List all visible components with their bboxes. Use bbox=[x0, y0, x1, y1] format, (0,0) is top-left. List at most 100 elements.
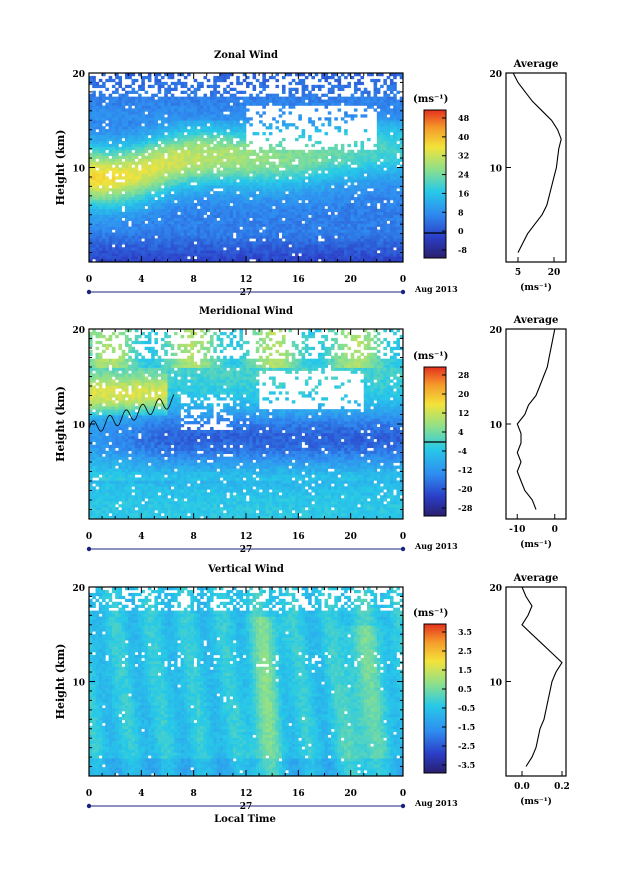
heatmap-cell bbox=[386, 256, 391, 260]
heatmap-cell bbox=[272, 247, 276, 251]
heatmap-cell bbox=[183, 205, 188, 210]
heatmap-cell bbox=[399, 235, 404, 239]
heatmap-cell bbox=[147, 105, 152, 109]
heatmap-cell bbox=[373, 152, 378, 156]
heatmap-cell bbox=[98, 123, 103, 127]
heatmap-cell bbox=[347, 179, 351, 183]
heatmap-cell bbox=[376, 102, 381, 106]
heatmap-cell bbox=[304, 197, 309, 201]
heatmap-cell bbox=[383, 81, 387, 86]
heatmap-cell bbox=[223, 164, 227, 168]
heatmap-cell bbox=[121, 214, 126, 218]
heatmap-cell bbox=[259, 179, 263, 183]
heatmap-cell bbox=[327, 167, 332, 171]
heatmap-cell bbox=[226, 114, 230, 118]
heatmap-cell bbox=[131, 126, 136, 130]
heatmap-cell bbox=[291, 208, 296, 213]
heatmap-cell bbox=[317, 129, 322, 133]
heatmap-cell bbox=[219, 208, 224, 213]
heatmap-cell bbox=[331, 149, 335, 154]
heatmap-cell bbox=[255, 220, 260, 224]
heatmap-cell bbox=[160, 202, 165, 207]
heatmap-cell bbox=[367, 199, 371, 204]
heatmap-cell bbox=[190, 235, 194, 239]
heatmap-cell bbox=[252, 99, 257, 103]
heatmap-cell bbox=[138, 129, 142, 133]
heatmap-cell bbox=[386, 87, 391, 92]
heatmap-cell bbox=[124, 235, 129, 239]
heatmap-cell bbox=[138, 232, 142, 236]
heatmap-cell bbox=[223, 223, 227, 227]
heatmap-cell bbox=[105, 143, 109, 148]
heatmap-cell bbox=[190, 253, 194, 257]
heatmap-cell bbox=[314, 226, 319, 230]
heatmap-cell bbox=[151, 99, 155, 103]
heatmap-cell bbox=[301, 208, 306, 213]
heatmap-cell bbox=[304, 143, 309, 148]
heatmap-cell bbox=[174, 99, 178, 103]
heatmap-cell bbox=[200, 250, 204, 254]
heatmap-cell bbox=[164, 111, 168, 115]
heatmap-cell bbox=[353, 140, 358, 145]
heatmap-cell bbox=[275, 149, 280, 154]
heatmap-cell bbox=[223, 126, 227, 130]
heatmap-cell bbox=[174, 226, 178, 230]
heatmap-cell bbox=[196, 238, 201, 242]
heatmap-cell bbox=[131, 220, 136, 224]
heatmap-cell bbox=[242, 214, 247, 218]
heatmap-cell bbox=[193, 223, 198, 227]
heatmap-cell bbox=[108, 146, 113, 151]
heatmap-cell bbox=[262, 87, 266, 92]
heatmap-cell bbox=[102, 220, 106, 224]
heatmap-cell bbox=[190, 152, 194, 156]
heatmap-cell bbox=[196, 179, 201, 183]
heatmap-cell bbox=[111, 182, 116, 186]
heatmap-cell bbox=[370, 217, 374, 221]
heatmap-cell bbox=[239, 164, 244, 168]
heatmap-cell bbox=[160, 182, 165, 186]
heatmap-cell bbox=[396, 179, 401, 183]
heatmap-cell bbox=[275, 191, 280, 195]
heatmap-cell bbox=[213, 197, 217, 201]
heatmap-cell bbox=[265, 205, 270, 210]
heatmap-cell bbox=[138, 108, 142, 112]
heatmap-cell bbox=[206, 140, 211, 145]
heatmap-cell bbox=[144, 238, 149, 242]
heatmap-cell bbox=[193, 211, 198, 216]
heatmap-cell bbox=[314, 93, 319, 97]
heatmap-cell bbox=[203, 244, 208, 248]
heatmap-cell bbox=[255, 199, 260, 204]
heatmap-cell bbox=[389, 223, 394, 227]
heatmap-cell bbox=[115, 247, 119, 251]
heatmap-cell bbox=[353, 205, 358, 210]
heatmap-cell bbox=[265, 78, 270, 83]
heatmap-cell bbox=[380, 229, 384, 233]
heatmap-cell bbox=[383, 140, 387, 145]
heatmap-cell bbox=[147, 143, 152, 148]
heatmap-cell bbox=[183, 149, 188, 154]
heatmap-cell bbox=[121, 238, 126, 242]
heatmap-cell bbox=[219, 197, 224, 201]
heatmap-cell bbox=[121, 247, 126, 251]
heatmap-cell bbox=[193, 238, 198, 242]
heatmap-cell bbox=[252, 87, 257, 92]
heatmap-cell bbox=[239, 259, 244, 263]
heatmap-cell bbox=[236, 229, 240, 233]
heatmap-cell bbox=[344, 188, 348, 192]
heatmap-cell bbox=[174, 152, 178, 156]
heatmap-cell bbox=[128, 211, 132, 216]
heatmap-cell bbox=[226, 137, 230, 142]
heatmap-cell bbox=[275, 143, 280, 148]
heatmap-cell bbox=[232, 194, 237, 198]
heatmap-cell bbox=[98, 146, 103, 151]
heatmap-cell bbox=[98, 188, 103, 192]
heatmap-cell bbox=[193, 235, 198, 239]
heatmap-cell bbox=[311, 241, 315, 245]
heatmap-cell bbox=[193, 232, 198, 236]
heatmap-cell bbox=[174, 179, 178, 183]
heatmap-cell bbox=[219, 140, 224, 145]
heatmap-cell bbox=[206, 208, 211, 213]
heatmap-cell bbox=[360, 256, 365, 260]
heatmap-cell bbox=[89, 220, 93, 224]
heatmap-cell bbox=[102, 135, 106, 139]
